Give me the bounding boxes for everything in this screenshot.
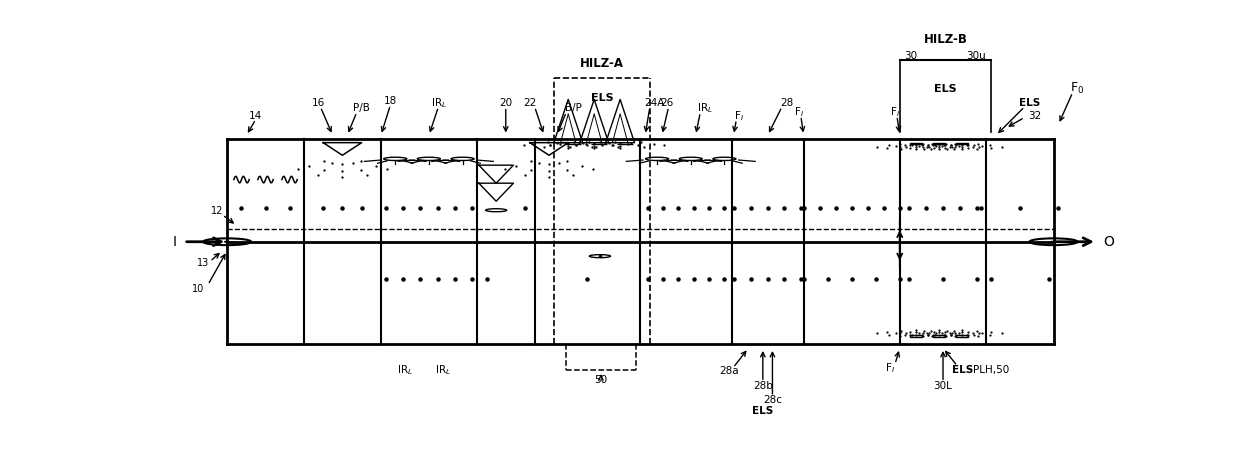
Text: ELS: ELS xyxy=(1019,98,1040,108)
Text: HILZ-A: HILZ-A xyxy=(580,57,624,70)
Text: B/P: B/P xyxy=(564,103,582,113)
Text: 22: 22 xyxy=(523,98,537,108)
Bar xyxy=(910,143,923,145)
Text: 50: 50 xyxy=(594,375,608,386)
Text: IR$_L$: IR$_L$ xyxy=(697,102,713,115)
Text: IR$_L$: IR$_L$ xyxy=(435,363,451,377)
Text: O: O xyxy=(1104,235,1115,249)
Text: 16: 16 xyxy=(311,98,325,108)
Text: 26: 26 xyxy=(660,98,673,108)
Text: IR$_L$: IR$_L$ xyxy=(430,96,446,110)
Bar xyxy=(565,144,580,145)
Text: F$_I$: F$_I$ xyxy=(885,361,895,375)
Ellipse shape xyxy=(1052,241,1056,242)
Text: 20: 20 xyxy=(500,98,512,108)
Text: IR$_L$: IR$_L$ xyxy=(397,363,413,377)
Text: 28c: 28c xyxy=(763,395,782,405)
Text: 13: 13 xyxy=(197,258,210,268)
Bar xyxy=(932,143,945,145)
Text: P/B: P/B xyxy=(353,103,370,113)
Text: 30L: 30L xyxy=(934,381,952,391)
Ellipse shape xyxy=(224,241,229,242)
Text: ELS: ELS xyxy=(590,93,613,102)
Text: 10: 10 xyxy=(192,284,205,293)
Text: 30u: 30u xyxy=(966,51,986,61)
Text: ELS: ELS xyxy=(934,84,957,94)
Text: 28: 28 xyxy=(780,98,794,108)
Bar xyxy=(932,336,945,337)
Text: PLH,50: PLH,50 xyxy=(973,365,1009,375)
Bar xyxy=(910,336,923,337)
Text: HILZ-B: HILZ-B xyxy=(924,33,967,46)
Bar xyxy=(591,144,606,145)
Text: ELS: ELS xyxy=(951,365,973,375)
Text: F$_0$: F$_0$ xyxy=(1070,81,1085,96)
Text: I: I xyxy=(174,235,177,249)
Text: F$_I$: F$_I$ xyxy=(794,105,804,119)
Text: 14: 14 xyxy=(249,110,263,121)
Text: 30: 30 xyxy=(905,51,918,61)
Text: 24A: 24A xyxy=(645,98,665,108)
Text: ELS: ELS xyxy=(753,406,774,416)
Text: 12: 12 xyxy=(211,206,223,216)
Text: 28a: 28a xyxy=(719,366,739,376)
Text: 18: 18 xyxy=(384,96,397,106)
Bar xyxy=(618,144,632,145)
Text: F$_I$: F$_I$ xyxy=(890,105,900,119)
Text: 28b: 28b xyxy=(753,381,773,391)
Bar xyxy=(956,336,968,337)
Bar xyxy=(956,143,968,145)
Text: F$_I$: F$_I$ xyxy=(734,109,744,123)
Text: 32: 32 xyxy=(1028,110,1040,121)
